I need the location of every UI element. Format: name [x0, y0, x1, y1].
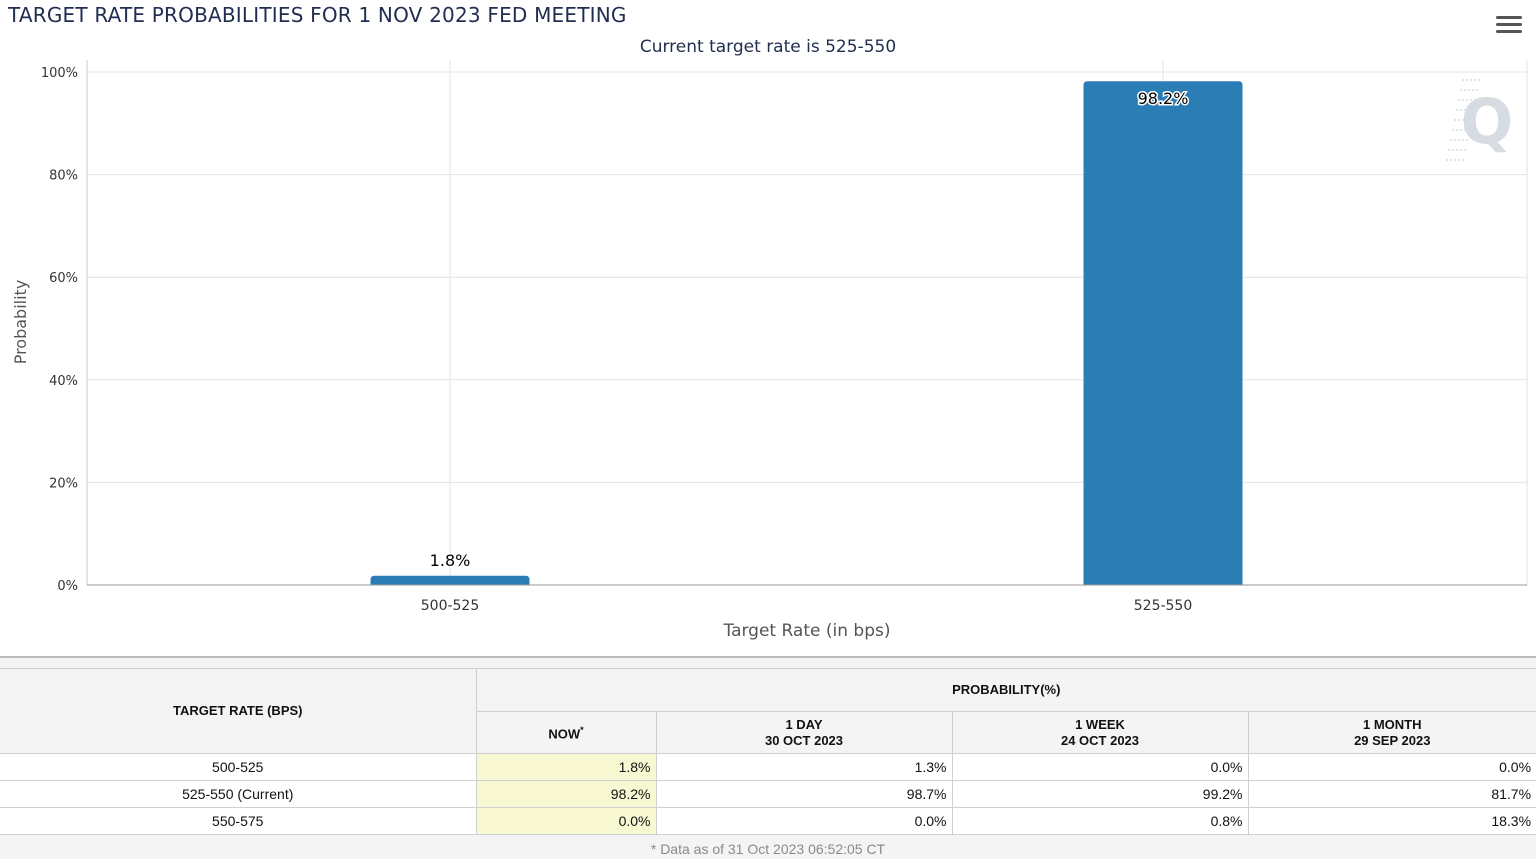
footnote-marker: * — [580, 725, 584, 736]
column-header: 1 MONTH 29 SEP 2023 — [1247, 711, 1536, 754]
probability-cell: 18.3% — [1247, 807, 1536, 835]
page-title: TARGET RATE PROBABILITIES FOR 1 NOV 2023… — [8, 3, 627, 27]
probability-cell: 0.8% — [951, 807, 1249, 835]
y-tick-label: 20% — [49, 476, 78, 491]
column-header-label: 1 DAY — [785, 716, 823, 732]
target-rate-cell: 525-550 (Current) — [0, 780, 477, 808]
column-header-date: 24 OCT 2023 — [1060, 732, 1140, 748]
probability-header: PROBABILITY(%) — [475, 668, 1536, 712]
x-axis-title: Target Rate (in bps) — [723, 621, 891, 641]
column-header-label: 1 MONTH — [1363, 716, 1422, 732]
column-header-date: 29 SEP 2023 — [1354, 732, 1431, 748]
watermark-logo: Q — [1461, 85, 1514, 158]
column-header: 1 WEEK 24 OCT 2023 — [951, 711, 1249, 754]
chart-subtitle: Current target rate is 525-550 — [639, 37, 897, 57]
table-row: 500-525 1.8% 1.3% 0.0% 0.0% — [0, 753, 1536, 781]
bar-525-550 — [1083, 81, 1243, 585]
bar-chart: Q 0% 20% 40% 60% 80% 100% 1.8% 500-525 98.2% 525-5… — [11, 60, 1528, 641]
probability-cell: 1.8% — [475, 753, 657, 781]
table-row: 550-575 0.0% 0.0% 0.8% 18.3% — [0, 807, 1536, 835]
column-header: 1 DAY 30 OCT 2023 — [655, 711, 953, 754]
probability-cell: 1.3% — [655, 753, 953, 781]
probability-cell: 98.2% — [475, 780, 657, 808]
probability-cell: 0.0% — [475, 807, 657, 835]
y-axis-title: Probability — [11, 280, 30, 365]
y-tick-label: 100% — [41, 66, 78, 81]
probability-cell: 0.0% — [655, 807, 953, 835]
target-rate-cell: 500-525 — [0, 753, 477, 781]
y-tick-label: 40% — [49, 374, 78, 389]
probability-cell: 81.7% — [1247, 780, 1536, 808]
y-tick-label: 60% — [49, 271, 78, 286]
y-tick-label: 80% — [49, 169, 78, 184]
data-timestamp-footnote: * Data as of 31 Oct 2023 06:52:05 CT — [650, 841, 886, 857]
table-row: 525-550 (Current) 98.2% 98.7% 99.2% 81.7% — [0, 780, 1536, 808]
column-header-label: 1 WEEK — [1075, 716, 1125, 732]
hamburger-menu-icon[interactable] — [1496, 16, 1522, 38]
probability-cell: 98.7% — [655, 780, 953, 808]
column-header: NOW* — [476, 711, 657, 754]
data-label: 98.2% — [1138, 89, 1189, 108]
target-rate-cell: 550-575 — [0, 807, 477, 835]
probability-cell: 0.0% — [951, 753, 1249, 781]
bar-500-525 — [370, 575, 530, 585]
target-rate-header: TARGET RATE (BPS) — [0, 668, 477, 754]
column-header-label: NOW — [548, 726, 581, 742]
probability-cell: 0.0% — [1247, 753, 1536, 781]
x-tick-label: 525-550 — [1134, 598, 1193, 614]
data-label: 1.8% — [430, 551, 471, 570]
column-header-date: 30 OCT 2023 — [764, 732, 844, 748]
x-tick-label: 500-525 — [421, 598, 480, 614]
probability-table: TARGET RATE (BPS) PROBABILITY(%) NOW* 1 D… — [0, 668, 1536, 835]
probability-cell: 99.2% — [951, 780, 1249, 808]
probability-table-section: TARGET RATE (BPS) PROBABILITY(%) NOW* 1 D… — [0, 656, 1536, 859]
y-tick-label: 0% — [57, 579, 78, 594]
